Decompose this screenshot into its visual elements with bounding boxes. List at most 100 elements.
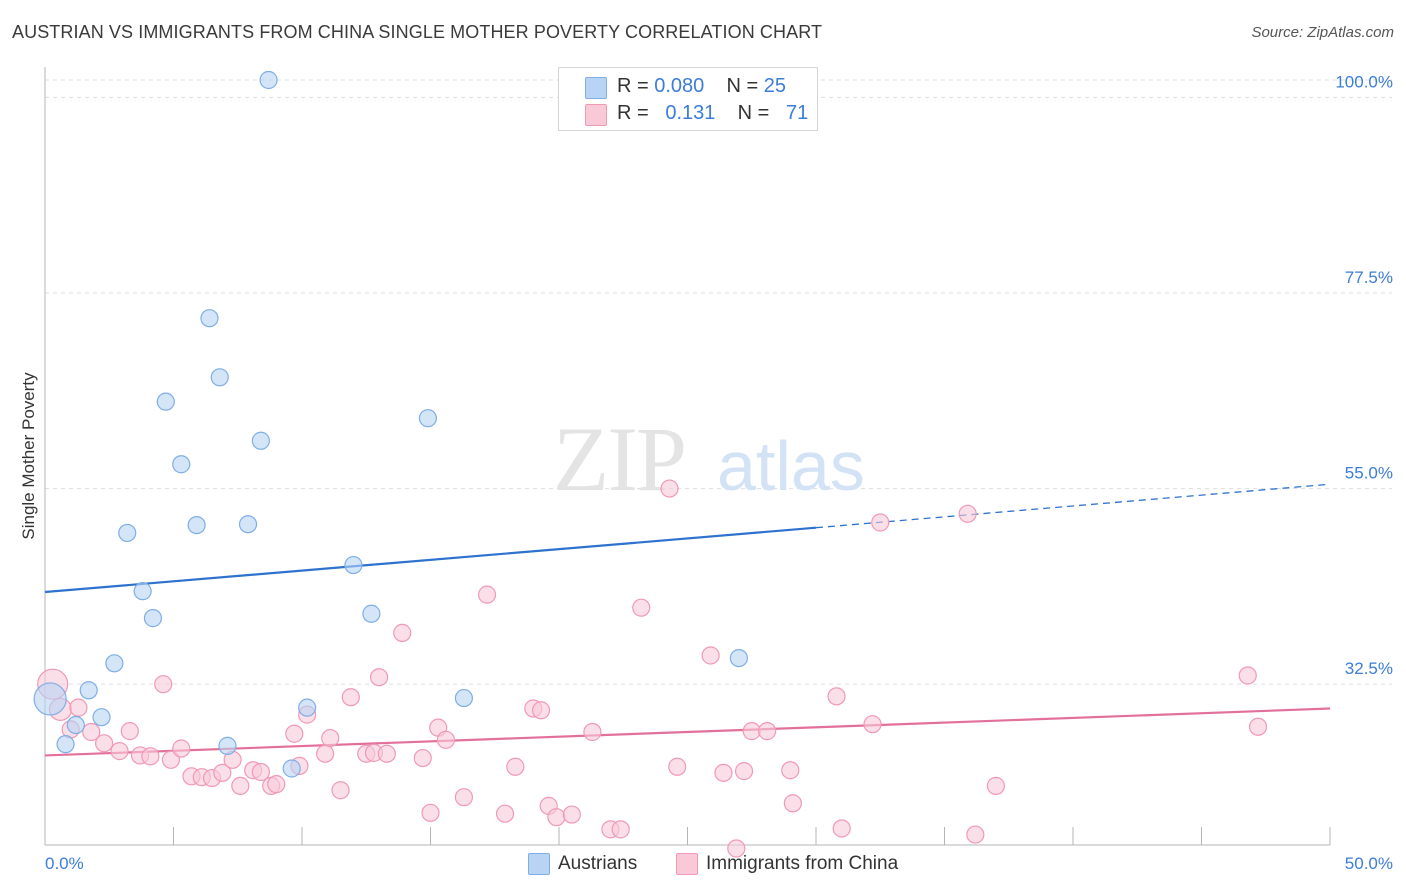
data-point-china	[1248, 717, 1268, 736]
x-tick-label: 50.0%	[1345, 854, 1393, 873]
data-point-austrians	[238, 515, 258, 534]
r-label: R =	[617, 75, 655, 97]
data-point-china	[495, 804, 515, 823]
r-value: 0.080	[654, 75, 705, 97]
data-point-china	[436, 730, 456, 749]
y-tick-label: 100.0%	[1335, 72, 1393, 91]
n-value: 71	[786, 102, 809, 124]
x-tick-label: 0.0%	[45, 854, 84, 873]
data-point-austrians	[362, 604, 381, 623]
data-point-china	[611, 820, 630, 839]
data-point-austrians	[172, 455, 191, 474]
data-point-austrians	[118, 523, 137, 543]
data-point-austrians	[344, 555, 363, 575]
data-point-china	[321, 728, 340, 748]
data-point-china	[82, 722, 101, 742]
data-point-china	[547, 808, 566, 827]
data-point-china	[827, 687, 846, 706]
trendline-china	[44, 707, 1331, 757]
data-point-china	[727, 839, 746, 858]
source-label: Source: ZipAtlas.com	[1251, 24, 1394, 41]
data-point-china	[734, 762, 754, 781]
data-point-china	[986, 776, 1006, 795]
data-point-china	[231, 776, 250, 795]
data-point-austrians	[251, 431, 270, 450]
legend-label-austrians: Austrians	[558, 853, 638, 874]
data-point-china	[1238, 666, 1257, 685]
data-point-china	[267, 775, 286, 794]
data-point-austrians	[92, 708, 111, 727]
data-point-china	[377, 744, 396, 763]
y-tick-label: 32.5%	[1345, 659, 1393, 678]
data-point-austrians	[218, 736, 237, 755]
data-point-austrians	[210, 368, 229, 387]
data-point-china	[668, 757, 687, 776]
data-point-austrians	[156, 392, 175, 411]
data-point-china	[120, 722, 139, 741]
data-point-china	[863, 715, 882, 734]
data-point-china	[393, 623, 412, 642]
data-point-austrians	[200, 309, 219, 328]
data-point-china	[958, 504, 977, 523]
china-legend-swatch	[676, 853, 698, 875]
data-point-austrians	[66, 715, 85, 735]
data-point-china	[742, 722, 761, 741]
data-point-china	[531, 701, 551, 720]
data-point-china	[161, 750, 181, 769]
china-swatch	[585, 104, 607, 126]
austrians-legend-swatch	[528, 853, 550, 875]
austrians-swatch	[585, 77, 607, 99]
data-point-austrians	[729, 648, 749, 668]
data-point-china	[421, 803, 440, 822]
data-point-china	[506, 757, 525, 776]
data-point-china	[331, 781, 350, 800]
data-point-austrians	[56, 735, 75, 754]
data-point-austrians	[282, 759, 301, 778]
data-point-china	[871, 513, 890, 532]
data-point-china	[701, 646, 720, 665]
data-point-china	[562, 805, 581, 824]
trendline-austrians-extension	[815, 483, 1331, 529]
data-point-austrians	[143, 609, 163, 628]
data-point-china	[95, 734, 114, 753]
data-point-china	[69, 698, 88, 717]
legend-label-china: Immigrants from China	[706, 853, 899, 874]
data-point-china	[285, 724, 304, 743]
data-point-china	[141, 747, 160, 766]
data-point-austrians	[298, 698, 317, 717]
data-point-china	[154, 675, 173, 694]
data-point-china	[251, 762, 270, 782]
n-value: 25	[763, 75, 787, 97]
data-point-china	[413, 748, 432, 768]
data-point-china	[341, 688, 360, 707]
y-tick-label: 77.5%	[1345, 268, 1393, 287]
stats-legend: R = 0.080 N = 25 R = 0.131 N = 71	[558, 67, 818, 131]
data-point-austrians	[418, 409, 438, 428]
data-point-china	[966, 825, 985, 844]
n-label: N =	[726, 75, 764, 97]
data-point-china	[714, 763, 733, 782]
watermark-atlas: atlas	[717, 427, 865, 505]
data-point-austrians	[79, 681, 98, 700]
chart-title: AUSTRIAN VS IMMIGRANTS FROM CHINA SINGLE…	[12, 22, 823, 42]
data-point-china	[632, 598, 651, 617]
data-point-austrians	[187, 515, 206, 535]
data-point-china	[781, 761, 800, 780]
data-point-china	[783, 794, 802, 813]
data-point-china	[660, 479, 679, 498]
r-value: 0.131	[665, 102, 716, 124]
data-point-austrians	[105, 654, 124, 673]
data-point-china	[213, 763, 232, 782]
r-label: R =	[617, 102, 655, 124]
data-point-austrians	[454, 688, 474, 708]
y-tick-label: 55.0%	[1345, 464, 1393, 483]
data-point-china	[172, 739, 191, 758]
data-point-china	[454, 788, 474, 807]
data-point-china	[477, 585, 497, 604]
data-point-china	[758, 722, 777, 741]
data-point-china	[583, 722, 602, 742]
data-point-china	[832, 819, 851, 838]
data-point-china	[110, 742, 129, 761]
data-point-china	[316, 744, 335, 763]
